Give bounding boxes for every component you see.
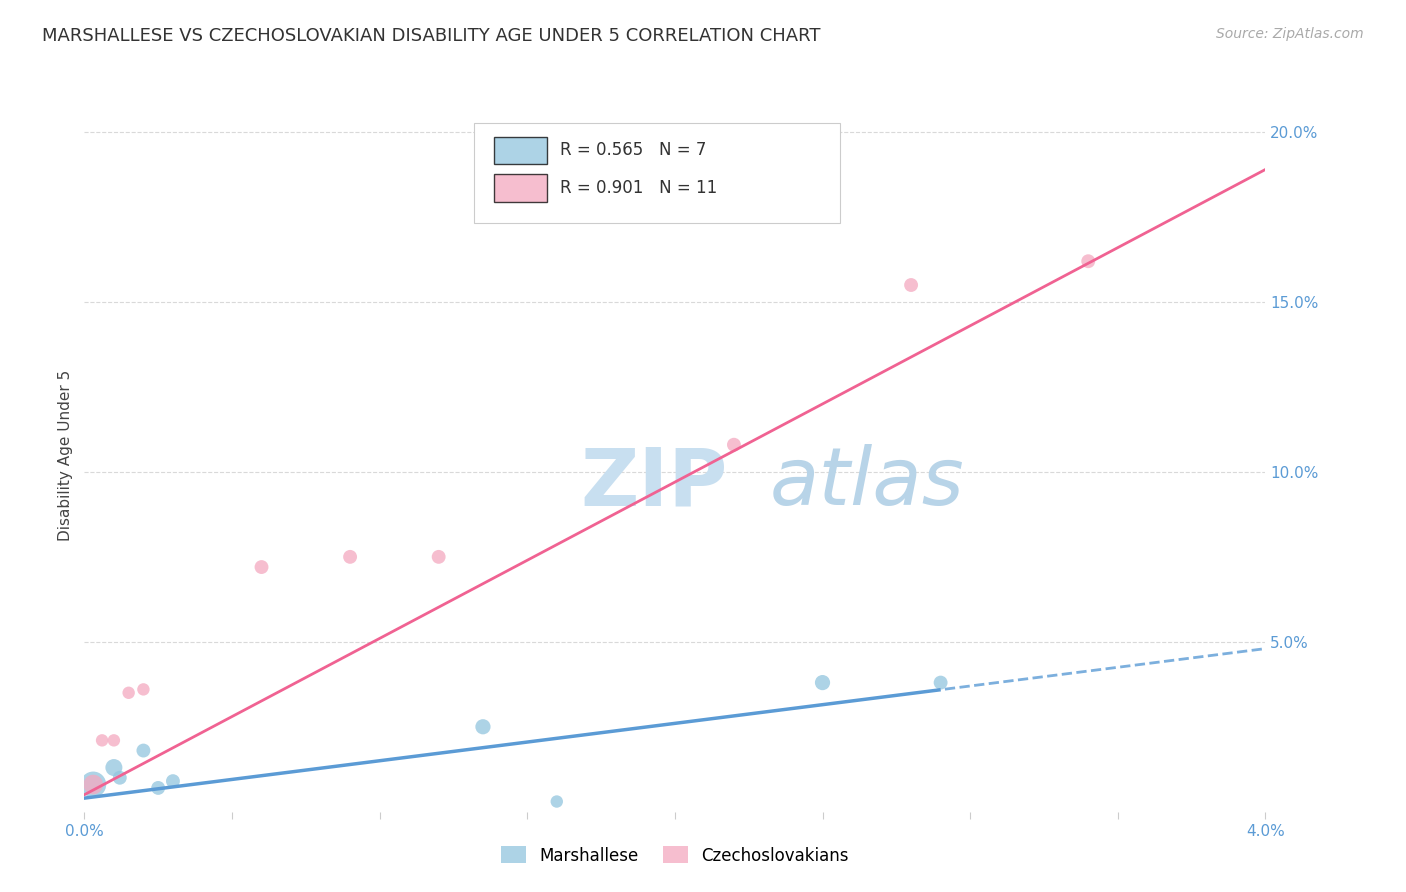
Point: [427, 549, 450, 564]
Point: [103, 760, 125, 774]
Text: R = 0.901   N = 11: R = 0.901 N = 11: [561, 179, 717, 197]
FancyBboxPatch shape: [474, 123, 841, 223]
Text: atlas: atlas: [769, 444, 965, 523]
Point: [118, 686, 141, 700]
Text: ZIP: ZIP: [581, 444, 728, 523]
Point: [82, 778, 104, 792]
FancyBboxPatch shape: [494, 136, 547, 164]
Point: [811, 675, 834, 690]
Text: R = 0.565   N = 7: R = 0.565 N = 7: [561, 141, 707, 159]
Point: [723, 438, 745, 452]
Text: Source: ZipAtlas.com: Source: ZipAtlas.com: [1216, 27, 1364, 41]
Point: [1077, 254, 1099, 268]
Point: [91, 733, 114, 747]
Text: MARSHALLESE VS CZECHOSLOVAKIAN DISABILITY AGE UNDER 5 CORRELATION CHART: MARSHALLESE VS CZECHOSLOVAKIAN DISABILIT…: [42, 27, 821, 45]
FancyBboxPatch shape: [494, 175, 547, 202]
Point: [546, 795, 568, 809]
Point: [472, 720, 495, 734]
Point: [162, 774, 184, 789]
Point: [132, 743, 155, 757]
Point: [148, 780, 170, 795]
Point: [929, 675, 952, 690]
Point: [339, 549, 361, 564]
Point: [108, 771, 131, 785]
Point: [103, 733, 125, 747]
Point: [900, 278, 922, 293]
Point: [132, 682, 155, 697]
Y-axis label: Disability Age Under 5: Disability Age Under 5: [58, 369, 73, 541]
Legend: Marshallese, Czechoslovakians: Marshallese, Czechoslovakians: [494, 839, 856, 871]
Point: [82, 778, 104, 792]
Point: [250, 560, 273, 574]
